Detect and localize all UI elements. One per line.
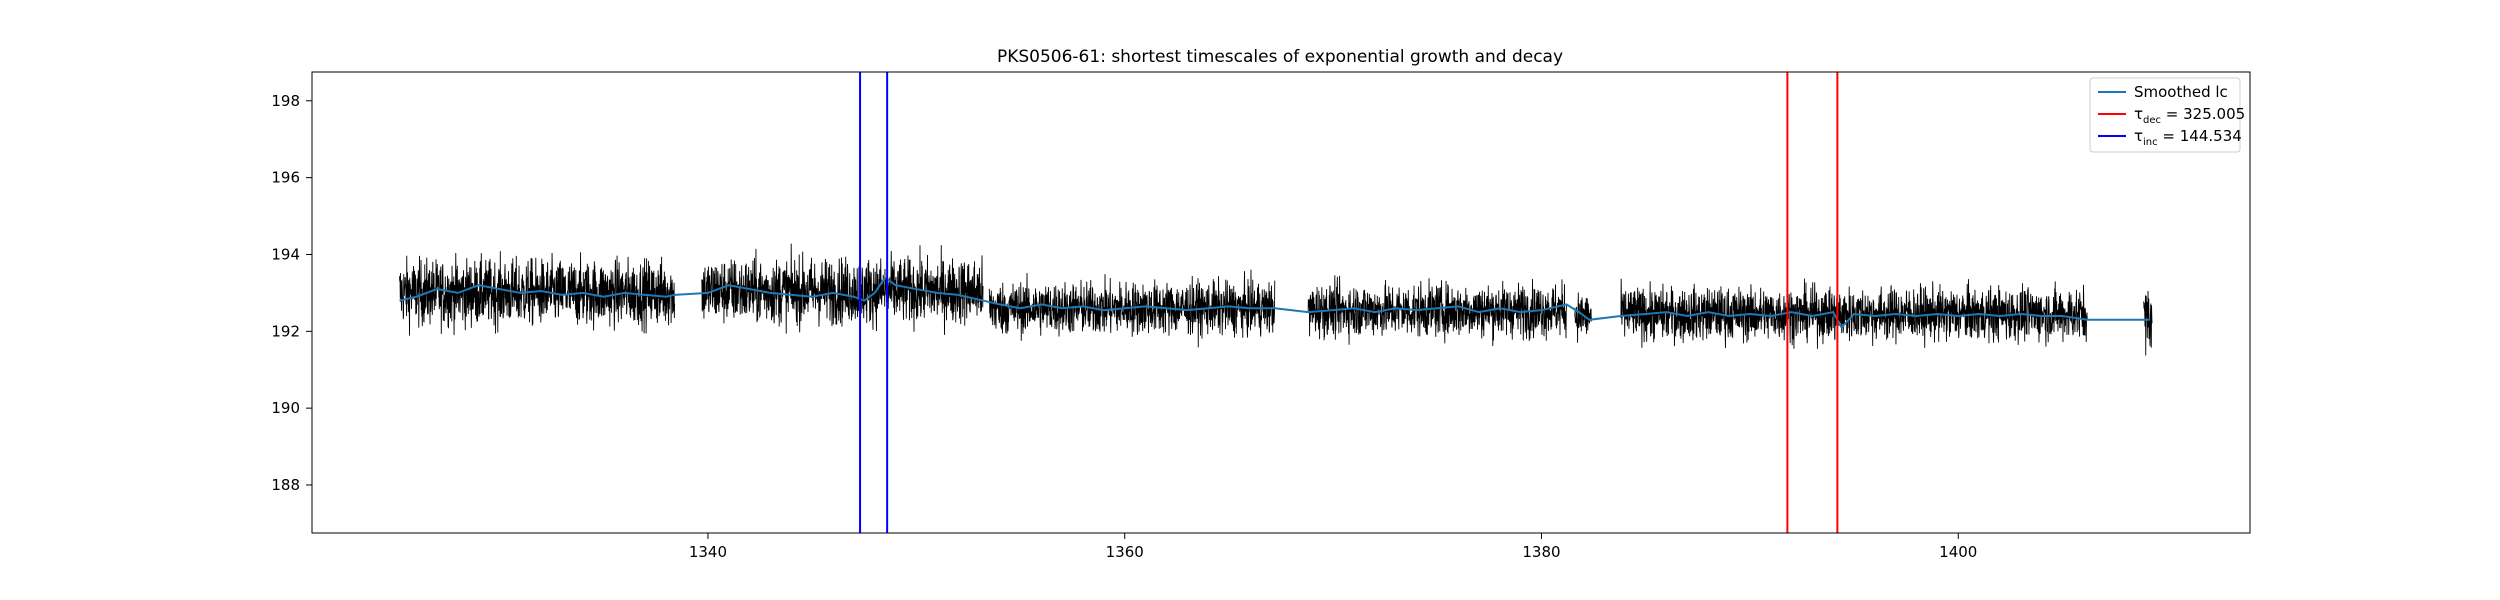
y-tick-label: 192 [271,322,300,340]
legend-box [2089,77,2241,153]
legend-label-subscript: dec [2143,115,2161,126]
x-tick-label: 1380 [1522,543,1560,561]
raw-lc-segment [2143,290,2153,356]
timescale-markers [859,72,1839,533]
x-tick-label: 1400 [1939,543,1977,561]
legend-label: τdec = 325.005 [2134,105,2245,126]
smoothed-lc-line [399,276,2150,330]
y-axis: 188 190 192 194 196 198 [271,92,312,494]
raw-lc-segment [988,269,1276,348]
legend-label-subscript: inc [2143,137,2158,148]
raw-lc-segment [701,243,984,335]
y-tick-label: 194 [271,245,300,263]
x-tick-label: 1340 [689,543,727,561]
raw-lc-segment [1620,278,2088,349]
raw-light-curve [399,243,2153,356]
plot-frame [311,71,2251,534]
y-tick-label: 190 [271,399,300,417]
smoothed-light-curve [399,276,2150,330]
y-tick-label: 196 [271,169,300,187]
legend-label-value: = 325.005 [2161,105,2245,123]
chart-title: PKS0506-61: shortest timescales of expon… [997,47,1563,67]
legend-label-symbol: τ [2134,127,2143,145]
x-tick-label: 1360 [1106,543,1144,561]
y-tick-label: 188 [271,476,300,494]
x-axis: 1340 1360 1380 1400 [689,533,1977,561]
raw-lc-segment [1307,275,1567,346]
legend-label: Smoothed lc [2134,83,2228,101]
legend-label-symbol: τ [2134,105,2143,123]
legend-label-value: = 144.534 [2158,127,2242,145]
raw-lc-segment [1574,292,1592,343]
y-tick-label: 198 [271,92,300,110]
raw-lc-segment [399,251,676,336]
legend-label: τinc = 144.534 [2134,127,2242,148]
